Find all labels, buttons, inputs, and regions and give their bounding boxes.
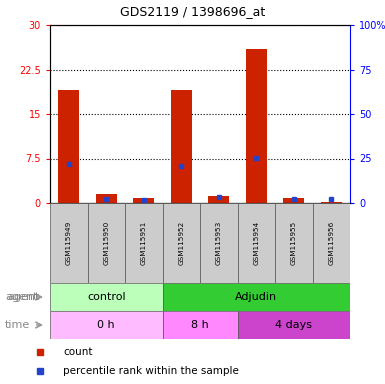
Bar — [275, 203, 313, 283]
Text: time: time — [5, 320, 30, 330]
Text: 4 days: 4 days — [275, 320, 312, 330]
Text: GSM115954: GSM115954 — [253, 221, 259, 265]
Text: agent: agent — [5, 292, 37, 302]
Bar — [134, 198, 154, 203]
Bar — [125, 203, 162, 283]
Bar — [50, 311, 162, 339]
Bar — [59, 90, 79, 203]
Text: Adjudin: Adjudin — [235, 292, 277, 302]
Text: agent: agent — [7, 292, 40, 302]
Text: 8 h: 8 h — [191, 320, 209, 330]
Bar — [200, 203, 238, 283]
Text: percentile rank within the sample: percentile rank within the sample — [63, 366, 239, 376]
Bar — [238, 311, 350, 339]
Bar — [283, 198, 304, 203]
Bar — [162, 311, 238, 339]
Text: GSM115952: GSM115952 — [178, 221, 184, 265]
Text: GSM115955: GSM115955 — [291, 221, 297, 265]
Text: count: count — [63, 347, 93, 357]
Text: GSM115950: GSM115950 — [103, 221, 109, 265]
Text: GSM115949: GSM115949 — [66, 221, 72, 265]
Text: 0 h: 0 h — [97, 320, 115, 330]
Text: GSM115951: GSM115951 — [141, 221, 147, 265]
Bar — [96, 194, 117, 203]
Bar — [321, 202, 341, 203]
Bar — [238, 203, 275, 283]
Bar — [246, 49, 266, 203]
Text: GDS2119 / 1398696_at: GDS2119 / 1398696_at — [120, 5, 265, 18]
Bar — [171, 90, 192, 203]
Bar — [313, 203, 350, 283]
Text: GSM115956: GSM115956 — [328, 221, 334, 265]
Bar — [208, 196, 229, 203]
Bar — [162, 203, 200, 283]
Text: control: control — [87, 292, 126, 302]
Bar — [162, 283, 350, 311]
Bar — [50, 283, 162, 311]
Bar — [50, 203, 87, 283]
Bar — [87, 203, 125, 283]
Text: GSM115953: GSM115953 — [216, 221, 222, 265]
